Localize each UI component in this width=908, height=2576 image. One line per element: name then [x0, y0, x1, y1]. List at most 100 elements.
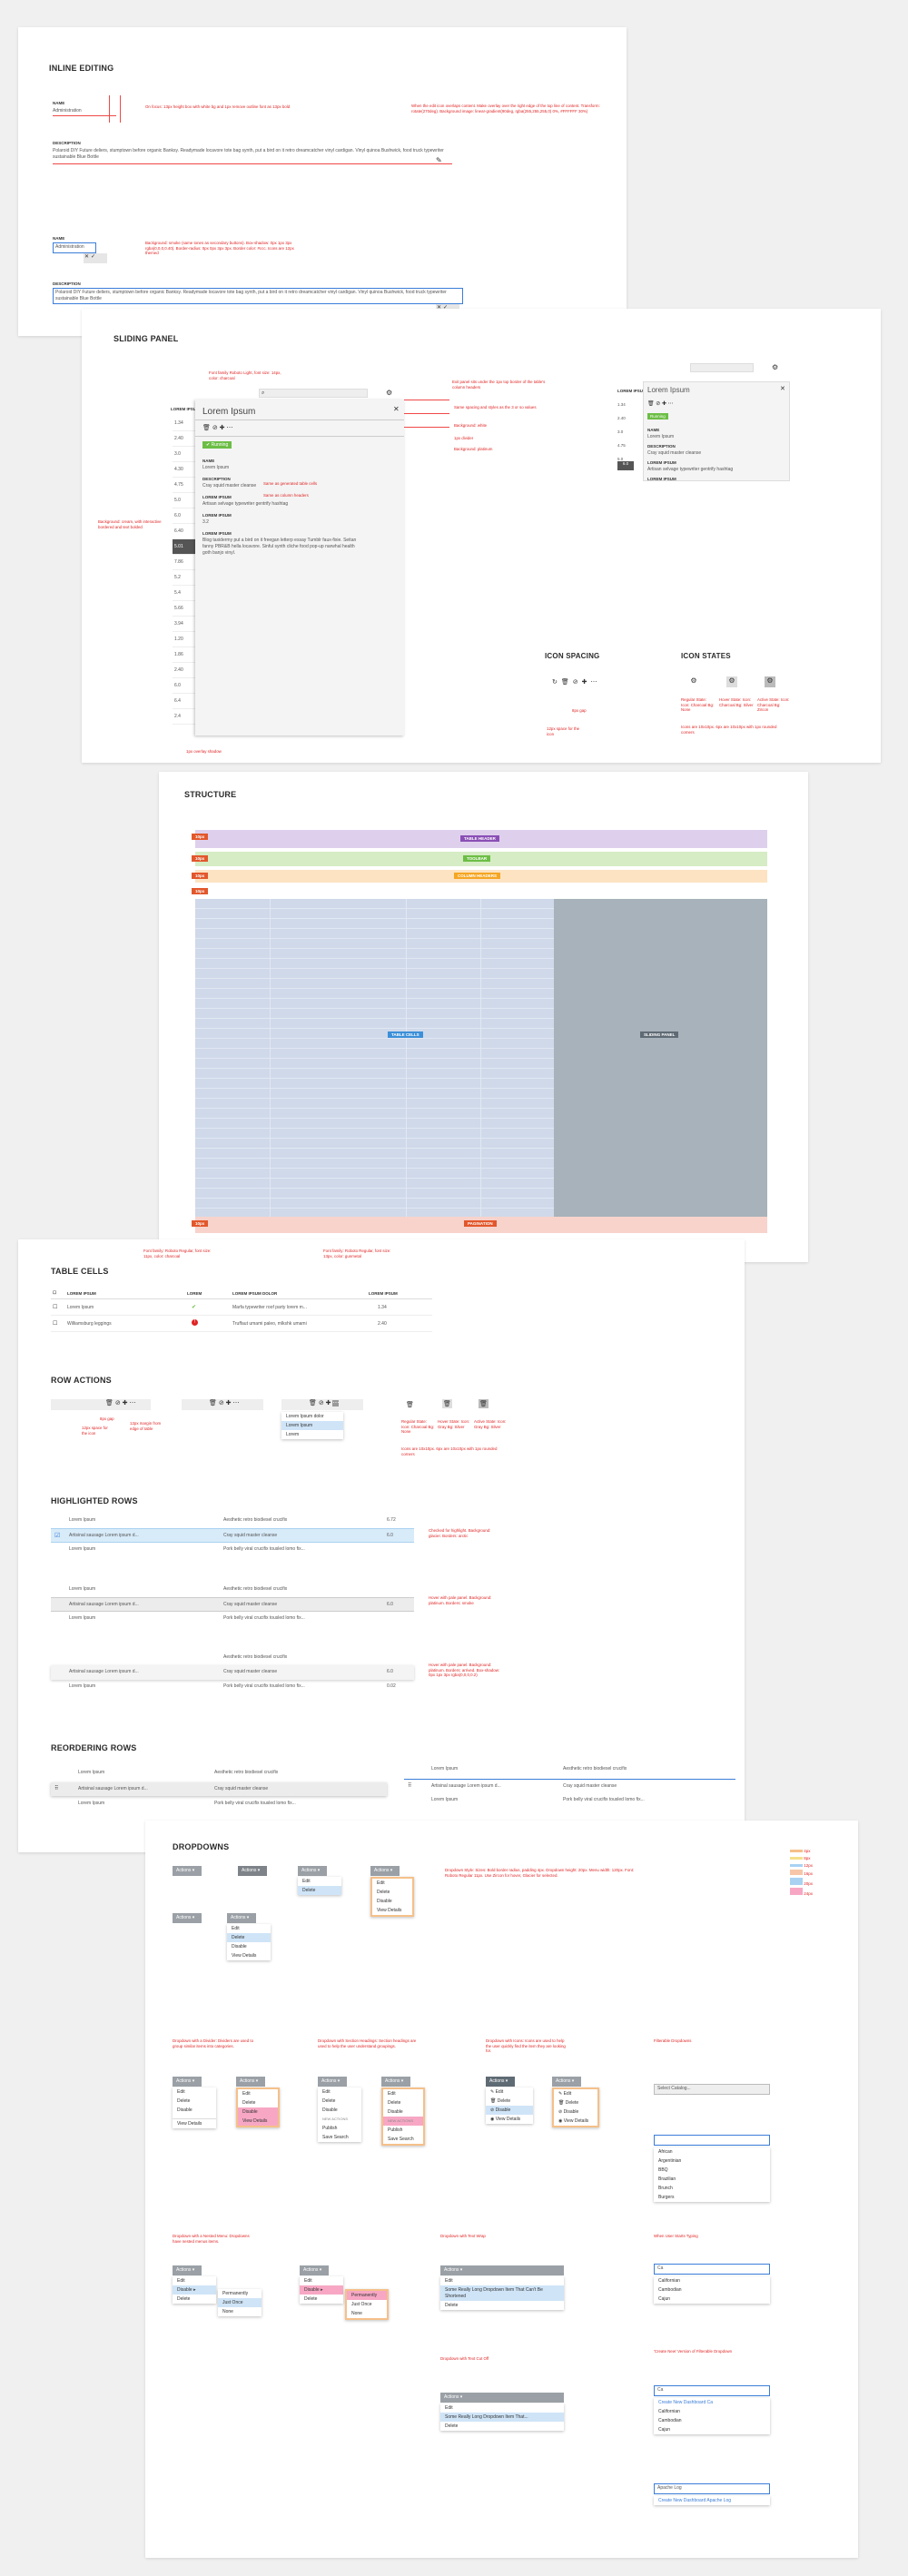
list-item[interactable]: 1.34	[173, 416, 200, 431]
actions-dropdown-open[interactable]: Actions ▾	[298, 1866, 327, 1876]
create-input[interactable]: Ca	[654, 2385, 770, 2396]
list-item[interactable]: 6.40	[173, 524, 200, 539]
add-icon[interactable]: ✚	[219, 425, 225, 431]
table-row-pale[interactable]: Artisinal sausage Lorem ipsum d... Cray …	[51, 1665, 414, 1680]
edit-icon[interactable]: ✎	[436, 156, 442, 164]
status-badge: ✔ Running	[202, 441, 232, 449]
list-item[interactable]: 6.4	[173, 694, 200, 709]
icon-dropdown-2[interactable]: Actions ▾	[552, 2077, 581, 2087]
icon-dropdown[interactable]: Actions ▾	[486, 2077, 515, 2087]
table-cells-chip: TABLE CELLS	[388, 1031, 423, 1038]
icon-hover[interactable]: ⚙	[726, 676, 737, 687]
table-row[interactable]: ☐ Williamsburg leggings ! Truffaut umami…	[51, 1316, 432, 1332]
list-item[interactable]: 6.0	[173, 508, 200, 524]
list-item[interactable]: 5.66	[173, 601, 200, 617]
cancel-icon[interactable]: ✕	[84, 254, 90, 260]
close-icon[interactable]: ✕	[393, 405, 400, 413]
close-icon[interactable]: ✕	[780, 386, 785, 392]
list-item[interactable]: 4.30	[173, 462, 200, 478]
gap-note: 8px gap	[100, 1416, 114, 1421]
spacing-tag: 10px	[192, 888, 209, 894]
section-dropdown[interactable]: Actions ▾	[318, 2077, 347, 2087]
check-col[interactable]: ☐	[53, 1290, 57, 1295]
list-item[interactable]: 2.4	[173, 709, 200, 725]
divider-dropdown-2[interactable]: Actions ▾	[236, 2077, 265, 2087]
name-value[interactable]: Administration	[53, 108, 82, 114]
list-item[interactable]: 5.2	[173, 570, 200, 586]
nested-dropdown[interactable]: Actions ▾	[173, 2265, 202, 2275]
name-label: NAME	[53, 101, 65, 105]
edit-note: When the edit icon overlaps content. Mak…	[411, 104, 600, 114]
actions-dropdown-open-2[interactable]: Actions ▾	[370, 1866, 400, 1876]
actions-dropdown-3[interactable]: Actions ▾	[173, 1913, 202, 1923]
divider-dropdown[interactable]: Actions ▾	[173, 2077, 202, 2087]
more-icon[interactable]: ⋯	[590, 679, 601, 686]
name-label-2: NAME	[53, 236, 65, 241]
wrap-dropdown[interactable]: Actions ▾	[440, 2265, 564, 2275]
actions-dropdown-hover[interactable]: Actions ▾	[238, 1866, 267, 1876]
description-edit-field[interactable]	[53, 288, 463, 304]
list-item[interactable]: 2.40	[173, 663, 200, 678]
panel-search[interactable]: ⌕	[259, 389, 368, 398]
column-headers-chip: COLUMN HEADERS	[454, 873, 501, 879]
list-item[interactable]: 1.20	[173, 632, 200, 647]
platinum-note: Background: platinum	[454, 447, 493, 451]
refresh-icon[interactable]: ↻	[552, 679, 561, 686]
name-edit-value: Administration	[55, 244, 84, 250]
trash-icon-hover[interactable]: 🗑	[442, 1399, 452, 1408]
list-item[interactable]: 5.01	[173, 539, 200, 555]
nested-dropdown-2[interactable]: Actions ▾	[300, 2265, 329, 2275]
section-title: INLINE EDITING	[49, 64, 114, 73]
icon-regular[interactable]: ⚙	[690, 676, 697, 685]
drag-handle-icon[interactable]: ⠿	[408, 1783, 412, 1789]
trash-icon-regular[interactable]: 🗑	[406, 1402, 414, 1408]
dropping-row[interactable]: ⠿ Artisinal sausage Lorem ipsum d... Cra…	[404, 1779, 735, 1792]
name-edit-field[interactable]	[53, 242, 96, 253]
table-row-hover[interactable]: Artisinal sausage Lorem ipsum d... Cray …	[51, 1597, 414, 1612]
mini-search[interactable]	[690, 363, 754, 372]
table-row[interactable]: ☐ Lorem Ipsum ✔ Marfa typewriter roof pa…	[51, 1299, 432, 1316]
gear-icon[interactable]: ⚙	[386, 389, 393, 397]
cancel-icon[interactable]: ✕	[436, 305, 442, 311]
trunc-dropdown[interactable]: Actions ▾	[440, 2393, 564, 2403]
trash-icon[interactable]: 🗑	[202, 425, 211, 431]
list-item[interactable]: 1.86	[173, 647, 200, 663]
catalog-options: African Argentinian BBQ Brazilian Brunch…	[654, 2147, 770, 2202]
table-row-checked[interactable]: ☑ Artisinal sausage Lorem ipsum d... Cra…	[51, 1528, 414, 1543]
shadow-note: 1px overlay shadow	[186, 749, 222, 754]
list-item[interactable]: 4.75	[173, 478, 200, 493]
trash-icon[interactable]: 🗑	[560, 679, 573, 686]
background-note: Background: white	[454, 423, 488, 428]
list-item[interactable]: 5.0	[173, 493, 200, 508]
confirm-icon[interactable]: ✓	[442, 305, 449, 311]
catalog-select[interactable]: Select Catalog...	[654, 2084, 770, 2095]
list-item[interactable]: 2.40	[173, 431, 200, 447]
description-value[interactable]: Polaroid DIY Future deliers, stumptown b…	[53, 148, 444, 160]
space-note: 12px space for the icon	[82, 1426, 108, 1436]
more-icon[interactable]: ⋯	[226, 425, 233, 431]
drag-handle-icon[interactable]: ⠿	[54, 1786, 59, 1791]
trash-icon-active[interactable]: 🗑	[479, 1399, 489, 1408]
section-dropdown-2[interactable]: Actions ▾	[381, 2077, 410, 2087]
list-item[interactable]: 3.0	[173, 447, 200, 462]
list-item[interactable]: 5.4	[173, 586, 200, 601]
confirm-icon[interactable]: ✓	[90, 254, 96, 260]
disable-icon[interactable]: ⊘	[572, 679, 582, 686]
lorem3-value: Blog taxidermy put a bird on it freegan …	[202, 538, 357, 556]
eye-icon: ◉	[490, 2117, 495, 2122]
trunc-menu: Edit Some Really Long Dropdown Item That…	[440, 2403, 564, 2431]
dragging-row[interactable]: ⠿ Artisinal sausage Lorem ipsum d... Cra…	[51, 1782, 387, 1796]
gear-icon[interactable]: ⚙	[772, 363, 779, 371]
nested-submenu-2: Permanently Just Once None	[345, 2289, 389, 2320]
list-item[interactable]: 6.0	[173, 678, 200, 694]
list-item[interactable]: 3.94	[173, 617, 200, 632]
actions-dropdown-4[interactable]: Actions ▾	[227, 1913, 256, 1923]
icon-active[interactable]: ⚙	[765, 676, 775, 687]
list-item[interactable]: 7.86	[173, 555, 200, 570]
typing-input[interactable]: Ca	[654, 2264, 770, 2275]
apache-input[interactable]: Apache Log	[654, 2483, 770, 2494]
disable-icon[interactable]: ⊘	[212, 425, 218, 431]
actions-dropdown[interactable]: Actions ▾	[173, 1866, 202, 1876]
catalog-filter-input[interactable]	[654, 2135, 770, 2146]
add-icon[interactable]: ✚	[581, 679, 591, 686]
